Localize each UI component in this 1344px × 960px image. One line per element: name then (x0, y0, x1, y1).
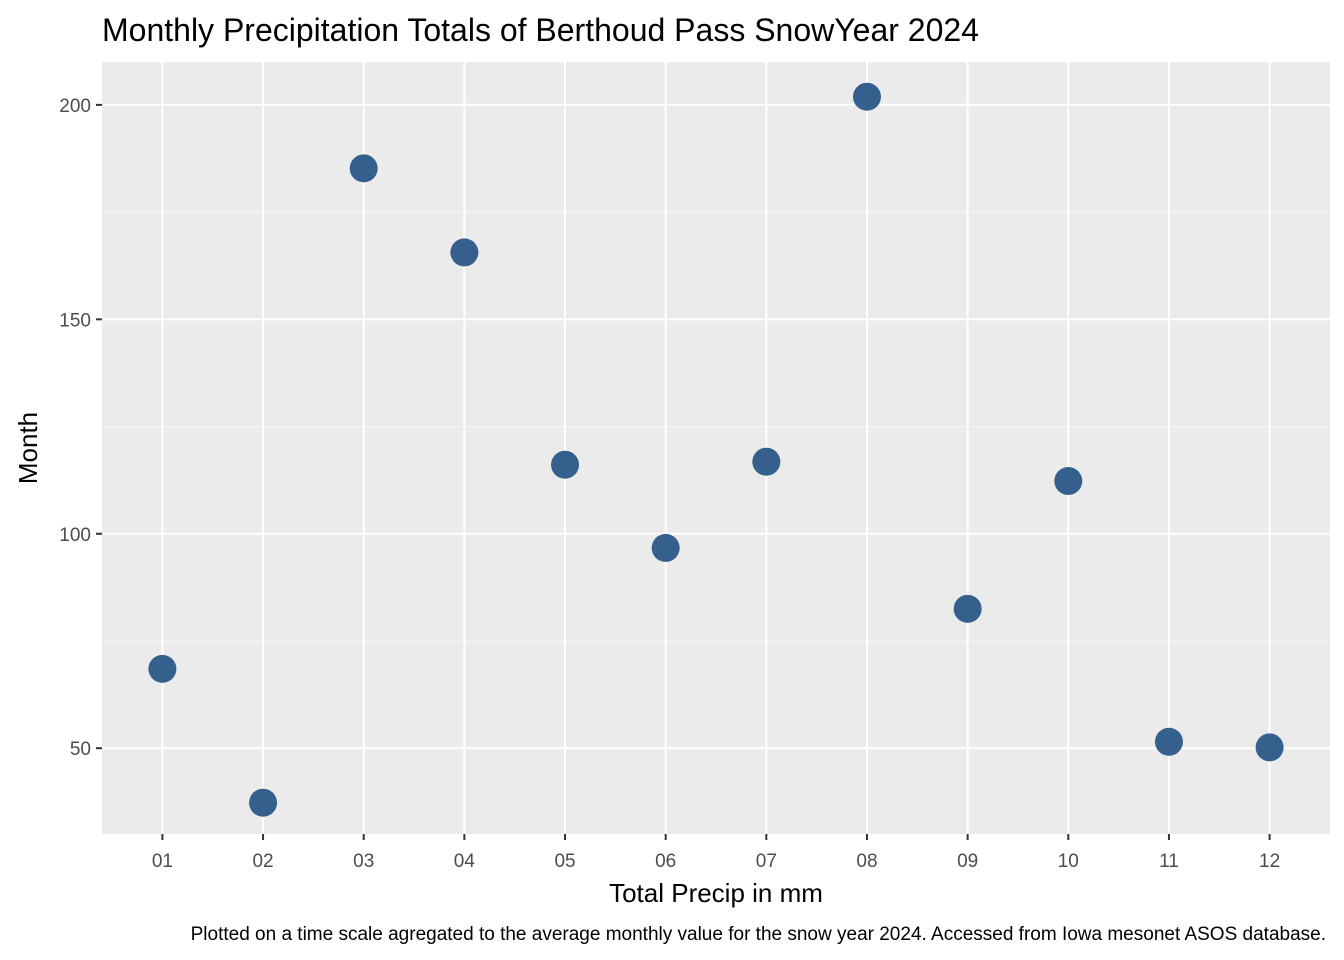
x-tick-label: 02 (252, 851, 273, 872)
data-point (450, 238, 479, 267)
x-tick-label: 10 (1058, 851, 1079, 872)
data-point (651, 533, 680, 562)
data-point (752, 447, 781, 476)
data-point (1255, 733, 1284, 762)
x-tick-label: 12 (1259, 851, 1280, 872)
data-point (1154, 727, 1183, 756)
x-axis-title: Total Precip in mm (609, 878, 823, 908)
data-point (551, 450, 580, 479)
x-tick-label: 04 (454, 851, 476, 872)
minor-gridlines (102, 211, 1330, 642)
data-point (1054, 467, 1083, 496)
data-point (148, 654, 177, 683)
y-axis-title: Month (13, 412, 43, 484)
data-point (852, 82, 881, 111)
x-tick-label: 05 (554, 851, 575, 872)
x-tick-label: 03 (353, 851, 374, 872)
data-point (349, 154, 378, 183)
x-tick-label: 01 (152, 851, 173, 872)
x-tick-label: 06 (655, 851, 676, 872)
data-points (148, 82, 1284, 817)
y-axis: 50 100 150 200 (59, 96, 102, 760)
y-tick-label: 150 (59, 310, 91, 331)
y-tick-label: 200 (59, 96, 91, 117)
x-tick-label: 08 (856, 851, 877, 872)
data-point (249, 788, 278, 817)
y-tick-label: 100 (59, 525, 91, 546)
x-tick-label: 09 (957, 851, 978, 872)
data-point (953, 594, 982, 623)
y-tick-label: 50 (70, 739, 91, 760)
plot-panel (102, 62, 1330, 834)
chart-caption: Plotted on a time scale agregated to the… (191, 924, 1326, 945)
chart-title: Monthly Precipitation Totals of Berthoud… (102, 12, 979, 48)
x-axis: 01 02 03 04 05 06 07 08 09 10 11 12 (152, 834, 1280, 872)
x-tick-label: 07 (756, 851, 777, 872)
x-tick-label: 11 (1159, 851, 1179, 872)
